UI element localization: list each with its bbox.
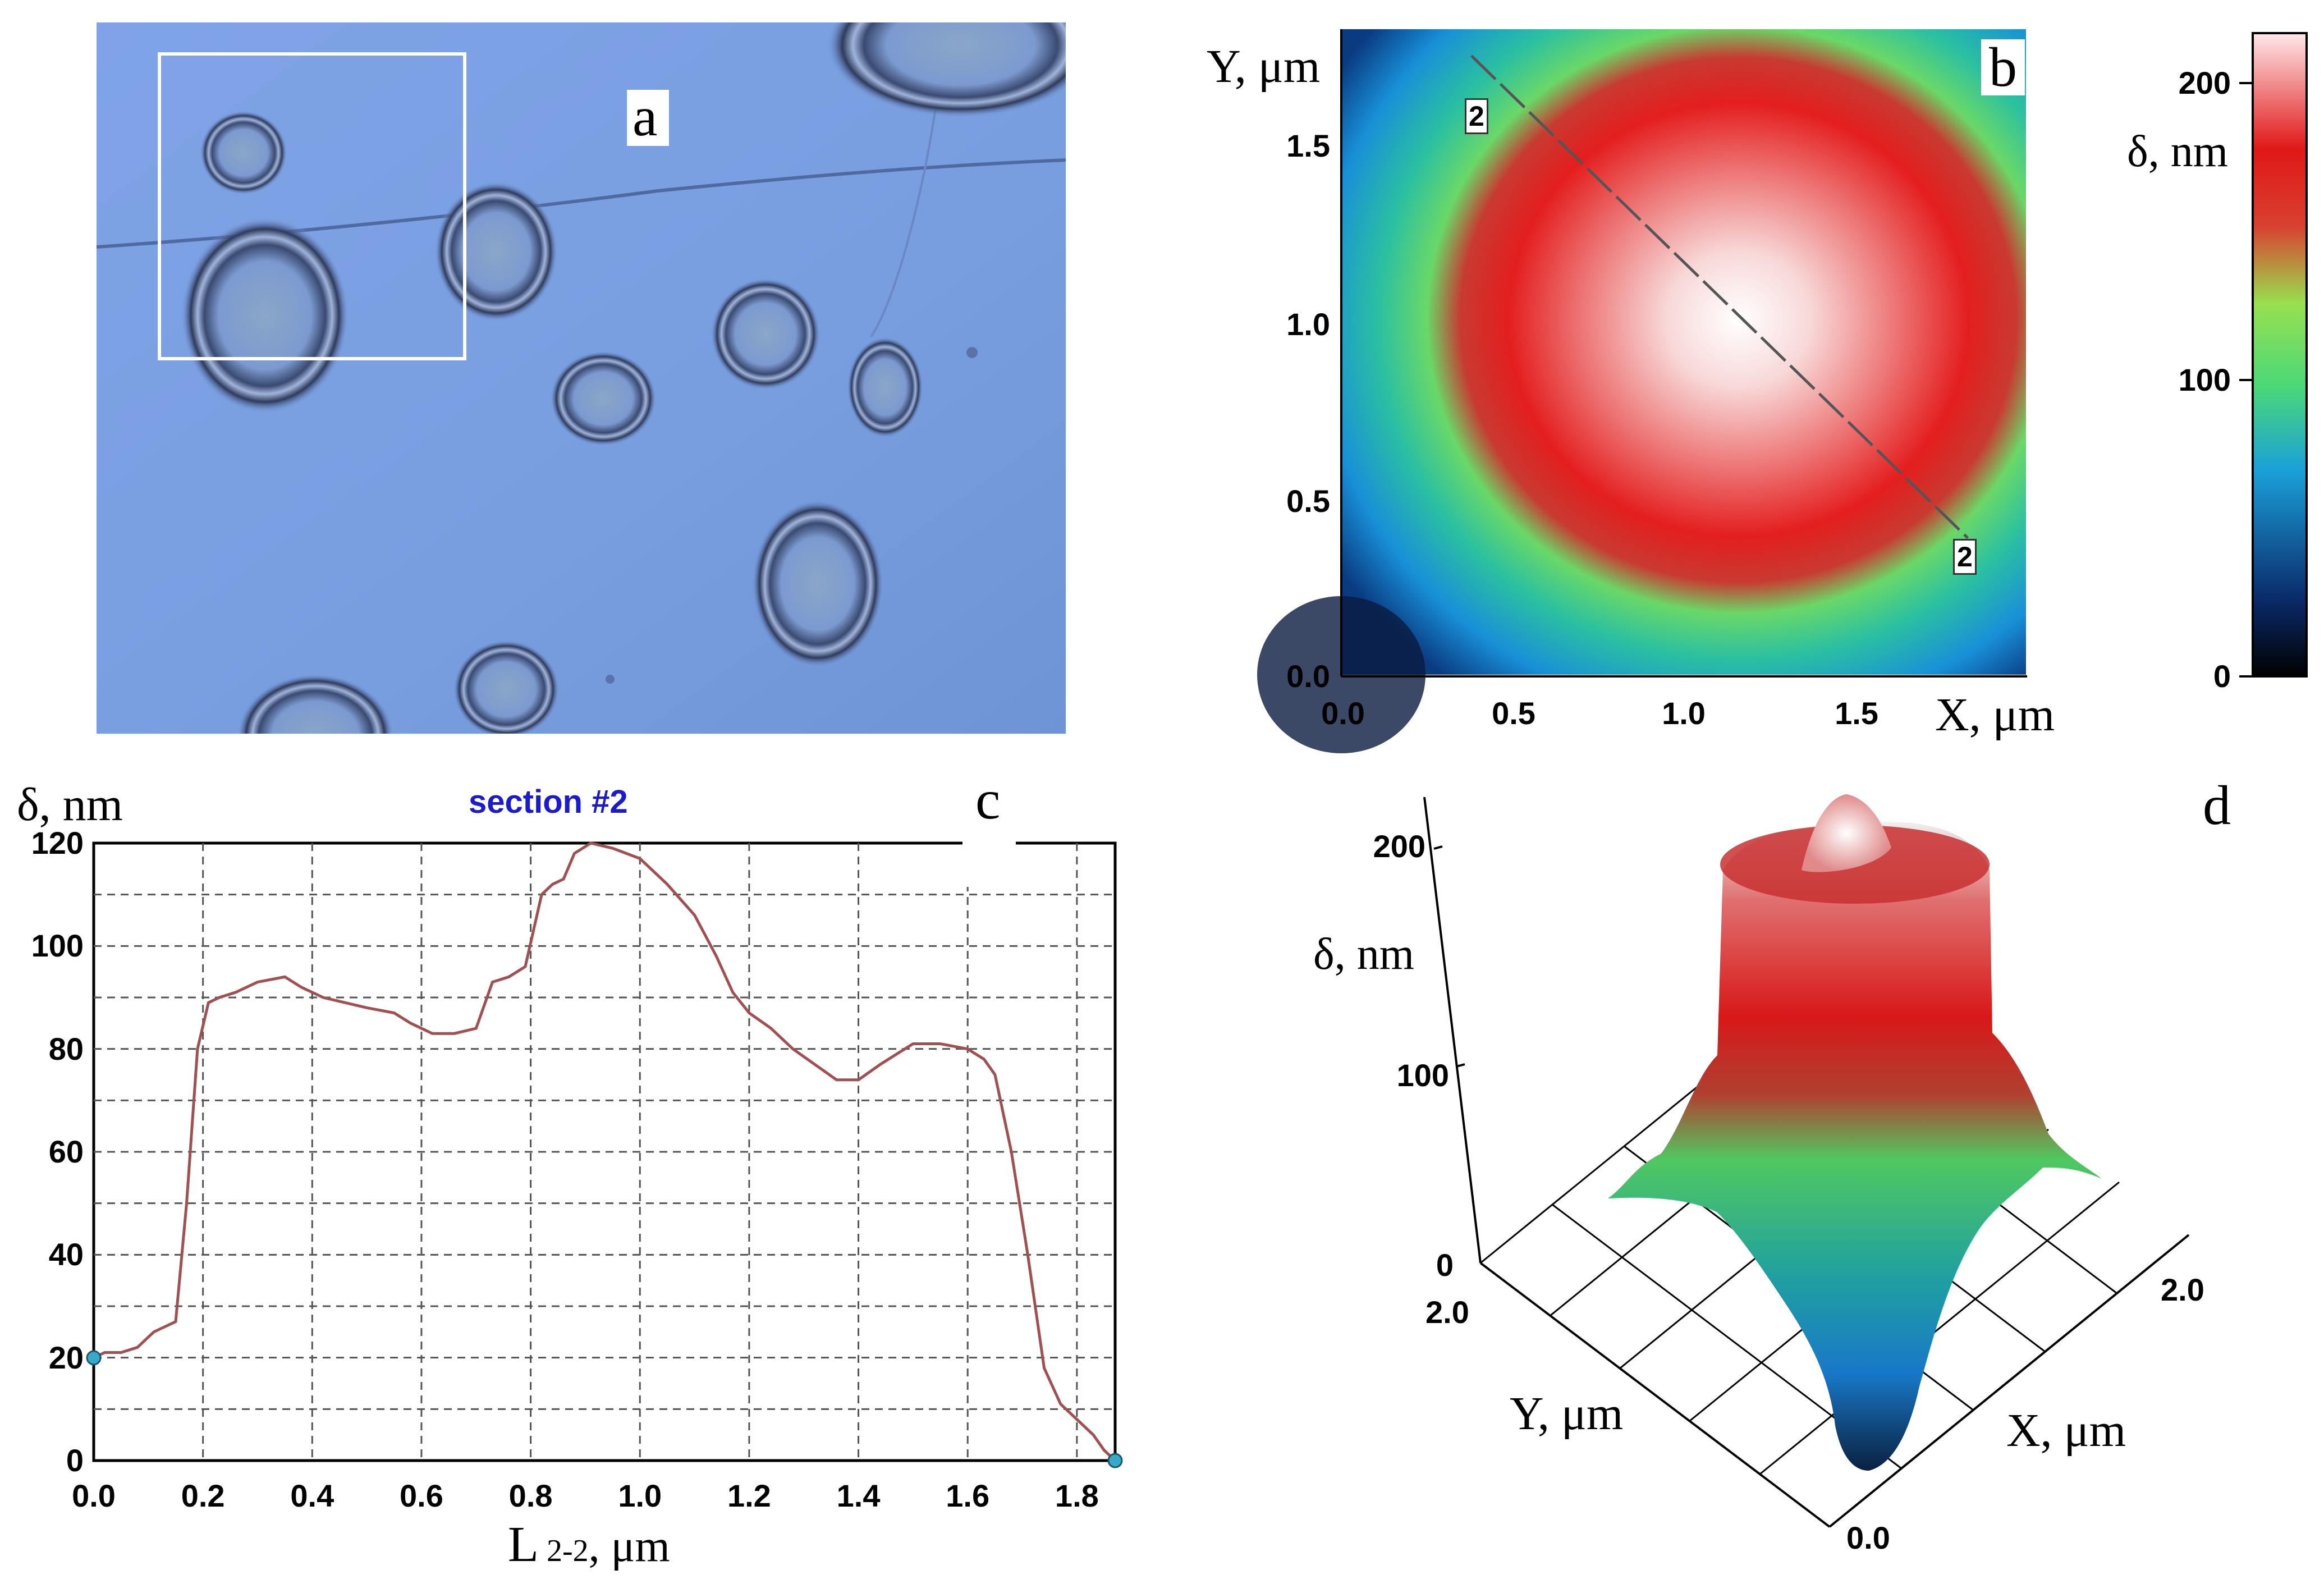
droplet xyxy=(453,640,560,734)
letter-a-bg xyxy=(627,90,669,146)
selection-box xyxy=(158,52,466,360)
heatmap-area xyxy=(1341,29,2026,675)
cursor-left xyxy=(86,1350,102,1366)
surface-body xyxy=(1608,822,2102,1471)
surface-plot xyxy=(1423,794,2190,1528)
cursor-right xyxy=(1107,1453,1123,1468)
b-x-tick: 1.5 xyxy=(1835,695,1878,731)
droplet xyxy=(181,217,349,414)
section-marker-end: 2 xyxy=(1953,539,1977,575)
c-x-axis-sub: 2-2 xyxy=(546,1534,589,1568)
section-marker-start: 2 xyxy=(1465,98,1488,134)
d-z-axis-label: δ, nm xyxy=(1313,930,1414,979)
section-line xyxy=(1470,54,1969,539)
b-y-tick: 1.0 xyxy=(1286,306,1330,342)
c-x-axis-main: L xyxy=(508,1517,539,1572)
x-axis-line xyxy=(1479,1262,1831,1528)
b-x-tick: 1.0 xyxy=(1662,695,1706,731)
dust-speck xyxy=(966,347,978,358)
colorbar xyxy=(2252,32,2308,678)
letter-c-bg xyxy=(962,831,1016,887)
colorbar-label: δ, nm xyxy=(2127,127,2228,176)
d-z-tick: 0 xyxy=(1436,1247,1454,1283)
surface-z-ticks xyxy=(1433,845,1465,1068)
surface-peak xyxy=(1802,794,1891,872)
panel-a-micrograph: a xyxy=(97,22,1066,734)
colorbar-tick: 200 xyxy=(2178,65,2231,100)
d-y-tick: 2.0 xyxy=(1425,1294,1469,1330)
b-x-tick: 0.5 xyxy=(1492,695,1535,731)
c-x-tick: 0.8 xyxy=(508,1478,553,1513)
b-y-tick: 0.5 xyxy=(1286,483,1330,519)
droplet xyxy=(826,22,1066,118)
d-y-axis-label: Y, μm xyxy=(1510,1388,1624,1440)
micrograph-image xyxy=(97,22,1066,734)
panel-letter-b: b xyxy=(1981,39,2025,95)
c-y-tick: 80 xyxy=(48,1031,84,1067)
c-y-tick: 0 xyxy=(66,1443,84,1478)
scratch-line-2 xyxy=(870,89,939,338)
panel-letter-c: c xyxy=(975,768,1001,831)
droplet xyxy=(237,674,394,734)
c-x-tick: 0.6 xyxy=(400,1478,443,1513)
d-z-tick: 200 xyxy=(1373,829,1425,864)
c-y-axis-text: δ, nm xyxy=(17,779,123,831)
droplet xyxy=(751,500,884,668)
c-y-tick: 120 xyxy=(31,825,84,861)
c-x-tick: 0.0 xyxy=(72,1478,116,1513)
panel-letter-d: d xyxy=(2203,774,2231,836)
droplet xyxy=(550,351,657,446)
y-axis-line xyxy=(1828,1234,2190,1528)
heatmap-low-corner xyxy=(1257,596,1425,753)
d-x-tick-end: 2.0 xyxy=(2161,1272,2204,1307)
b-y-tick: 1.5 xyxy=(1286,128,1330,163)
c-y-tick: 40 xyxy=(48,1237,84,1273)
c-x-tick: 1.0 xyxy=(618,1478,662,1513)
c-title: section #2 xyxy=(469,784,628,820)
b-x-axis-label: X, μm xyxy=(1935,689,2055,741)
droplet xyxy=(434,181,558,322)
c-y-tick: 60 xyxy=(48,1134,84,1169)
d-x-tick-start: 0.0 xyxy=(1846,1520,1890,1555)
panel-d-surface: 200 100 0 2.0 2.0 0.0 δ, nm Y, μm X, μm … xyxy=(1235,741,2324,1579)
panel-c-profile: section #2 δ, nm L 2-2, μm c 0.0 0.2 0.4 0.6… xyxy=(0,741,1162,1579)
dust-speck xyxy=(606,675,615,684)
droplet xyxy=(200,111,287,195)
c-y-axis-label: δ, nm xyxy=(17,777,123,832)
profile-line xyxy=(93,841,1116,1462)
d-z-tick: 100 xyxy=(1396,1058,1449,1093)
b-y-tick: 0.0 xyxy=(1286,658,1330,694)
c-x-tick: 1.8 xyxy=(1055,1478,1099,1513)
z-axis-line xyxy=(1423,797,1482,1264)
c-x-axis-unit: , μm xyxy=(588,1522,670,1571)
colorbar-tick: 100 xyxy=(2178,362,2231,397)
c-y-tick: 20 xyxy=(48,1339,84,1375)
colorbar-tick: 0 xyxy=(2213,658,2231,694)
heatmap-plot xyxy=(1257,29,2026,753)
c-x-axis-label: L 2-2, μm xyxy=(508,1516,670,1573)
c-x-tick: 1.4 xyxy=(836,1478,881,1513)
b-x-tick: 0.0 xyxy=(1321,695,1365,731)
droplet xyxy=(847,337,923,438)
droplet xyxy=(711,278,820,390)
c-y-tick: 100 xyxy=(31,928,84,964)
c-x-tick: 0.2 xyxy=(181,1478,225,1513)
c-x-tick: 1.2 xyxy=(727,1478,771,1513)
d-x-axis-label: X, μm xyxy=(2006,1404,2126,1457)
profile-chart xyxy=(86,831,1123,1468)
c-x-tick: 0.4 xyxy=(290,1478,334,1513)
panel-letter-a: a xyxy=(632,85,658,148)
b-y-axis-label: Y, μm xyxy=(1207,40,1321,93)
c-x-tick: 1.6 xyxy=(946,1478,990,1513)
